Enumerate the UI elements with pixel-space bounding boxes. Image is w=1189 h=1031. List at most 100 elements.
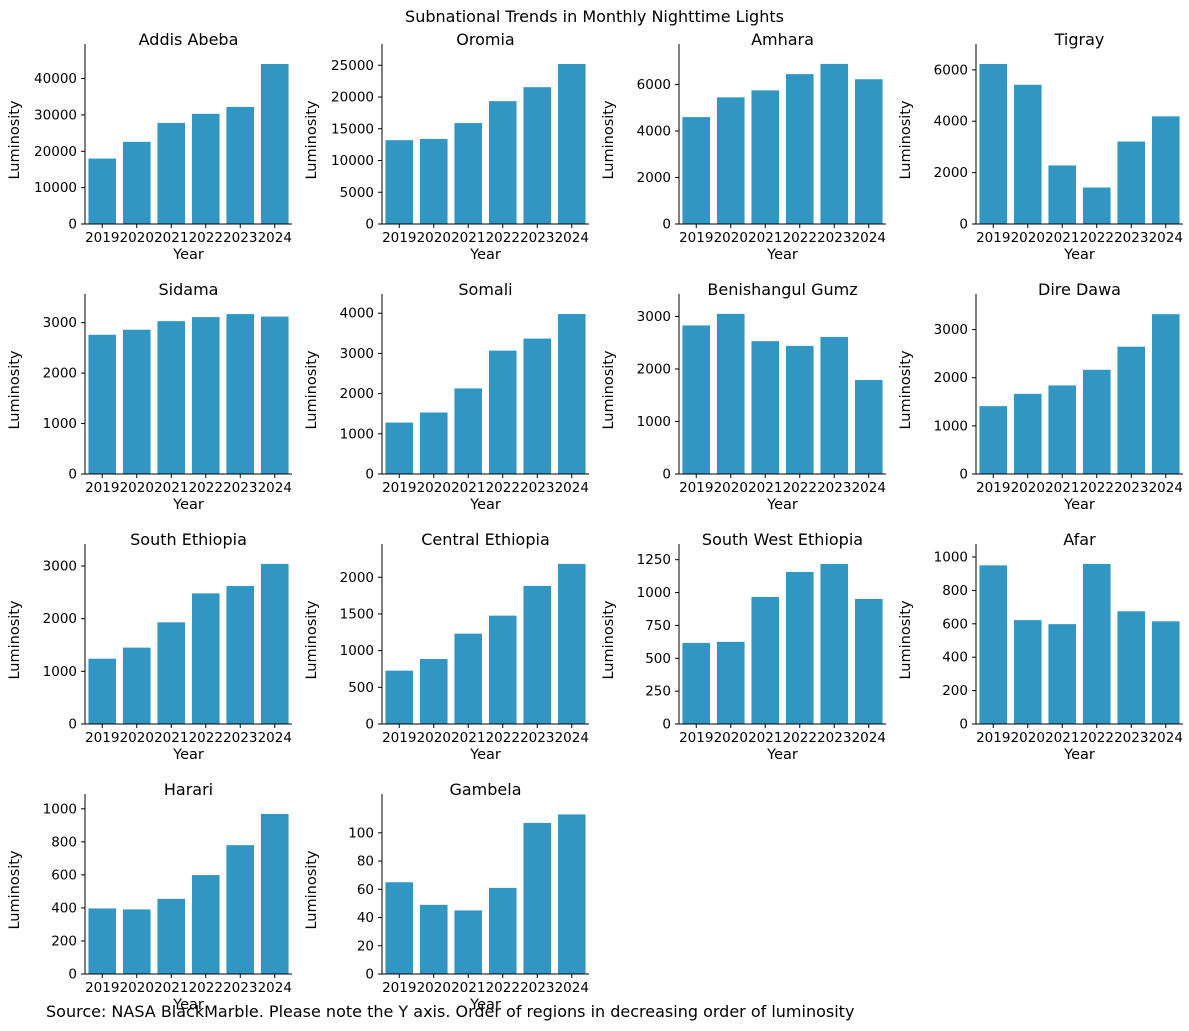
subplot-title: Addis Abeba: [139, 30, 239, 49]
y-tick-label: 1000: [340, 426, 374, 442]
x-tick-label: 2022: [189, 980, 223, 996]
y-tick-label: 0: [365, 217, 374, 233]
x-tick-label: 2023: [520, 230, 554, 246]
bar-2024: [854, 598, 883, 724]
bar-2022: [191, 875, 220, 974]
subplot-title: Sidama: [159, 280, 219, 299]
y-tick-label: 0: [959, 717, 968, 733]
bar-2021: [454, 910, 483, 974]
bar-2023: [226, 106, 255, 224]
bar-2021: [1048, 165, 1077, 224]
y-tick-label: 2000: [43, 611, 77, 627]
chart-benishangul-gumz: 0 1000 2000 3000 2019 2020 2021 2022 2023 2024 Ben…: [601, 280, 886, 513]
x-tick-label: 2023: [817, 730, 851, 746]
chart-dire-dawa: 0 1000 2000 3000 2019 2020 2021 2022 2023 2024 Dir…: [898, 280, 1183, 513]
y-tick-label: 0: [68, 467, 77, 483]
x-tick-label: 2024: [1149, 730, 1183, 746]
bar-2024: [854, 79, 883, 224]
y-tick-label: 2000: [43, 366, 77, 382]
chart-somali: 0 1000 2000 3000 4000 2019 2020 2021 2022 2023 202…: [304, 280, 589, 513]
subplot-sidama: 0 1000 2000 3000 2019 2020 2021 2022 2023 2024 Sid…: [1, 276, 298, 526]
x-tick-label: 2023: [1114, 480, 1148, 496]
y-axis-label: Luminosity: [898, 350, 914, 429]
x-tick-label: 2024: [1149, 480, 1183, 496]
bar-2020: [122, 909, 151, 974]
subplot-addis-abeba: 0 10000 20000 30000 40000 2019 2020 2021 2022 202…: [1, 26, 298, 276]
x-tick-label: 2024: [852, 480, 886, 496]
bar-2022: [488, 350, 517, 474]
x-axis-label: Year: [1063, 747, 1095, 763]
chart-south-ethiopia: 0 1000 2000 3000 2019 2020 2021 2022 2023 2024 Sou…: [7, 530, 292, 763]
x-tick-label: 2021: [451, 480, 485, 496]
chart-amhara: 0 2000 4000 6000 2019 2020 2021 2022 2023 2024 Amh…: [601, 30, 886, 263]
y-tick-label: 2000: [934, 165, 968, 181]
x-tick-label: 2020: [714, 230, 748, 246]
y-tick-label: 20000: [331, 90, 374, 106]
subplot-title: Somali: [458, 280, 512, 299]
y-tick-label: 0: [365, 967, 374, 983]
y-tick-label: 0: [68, 967, 77, 983]
x-axis-label: Year: [172, 247, 204, 263]
chart-south-west-ethiopia: 0 250 500 750 1000 1250 2019 2020 2021 2022 2023 20…: [601, 530, 886, 763]
y-tick-label: 1000: [43, 801, 77, 817]
subplot-title: South Ethiopia: [130, 530, 247, 549]
chart-sidama: 0 1000 2000 3000 2019 2020 2021 2022 2023 2024 Sid…: [7, 280, 292, 513]
bar-2023: [820, 336, 849, 474]
bar-2021: [454, 633, 483, 724]
bar-2024: [260, 563, 289, 724]
y-tick-label: 0: [365, 467, 374, 483]
y-tick-label: 2000: [637, 362, 671, 378]
y-tick-label: 10000: [331, 153, 374, 169]
source-note: Source: NASA BlackMarble. Please note th…: [46, 1002, 855, 1021]
x-tick-label: 2022: [189, 480, 223, 496]
x-tick-label: 2023: [223, 730, 257, 746]
bar-2019: [88, 158, 117, 224]
bar-2022: [785, 74, 814, 224]
y-tick-label: 250: [645, 684, 671, 700]
y-tick-label: 15000: [331, 121, 374, 137]
x-tick-label: 2020: [417, 980, 451, 996]
y-tick-label: 4000: [637, 124, 671, 140]
x-tick-label: 2021: [154, 730, 188, 746]
x-tick-label: 2023: [520, 980, 554, 996]
x-tick-label: 2020: [120, 480, 154, 496]
subplot-title: Benishangul Gumz: [707, 280, 857, 299]
x-tick-label: 2022: [486, 980, 520, 996]
y-tick-label: 4000: [340, 306, 374, 322]
subplot-title: South West Ethiopia: [702, 530, 863, 549]
chart-tigray: 0 2000 4000 6000 2019 2020 2021 2022 2023 2024 Tig…: [898, 30, 1183, 263]
x-tick-label: 2021: [154, 980, 188, 996]
x-tick-label: 2022: [486, 230, 520, 246]
bar-2022: [1082, 564, 1111, 724]
y-tick-label: 3000: [43, 559, 77, 575]
bar-2022: [1082, 369, 1111, 474]
bar-2020: [122, 141, 151, 224]
x-tick-label: 2022: [189, 730, 223, 746]
bar-2024: [557, 64, 586, 224]
y-tick-label: 800: [942, 583, 968, 599]
bar-2021: [454, 123, 483, 224]
subplot-afar: 0 200 400 600 800 1000 2019 2020 2021 2022 2023 202…: [892, 526, 1189, 776]
x-tick-label: 2019: [382, 230, 416, 246]
bar-2019: [88, 334, 117, 474]
x-tick-label: 2019: [679, 480, 713, 496]
y-axis-label: Luminosity: [304, 350, 320, 429]
y-axis-label: Luminosity: [304, 100, 320, 179]
chart-gambela: 0 20 40 60 80 100 2019 2020 2021 2022 2023 2024 Gamb…: [304, 780, 589, 1013]
y-tick-label: 0: [662, 217, 671, 233]
bar-2021: [157, 321, 186, 474]
y-axis-label: Luminosity: [601, 350, 617, 429]
bar-2021: [751, 341, 780, 474]
x-axis-label: Year: [469, 997, 501, 1013]
x-tick-label: 2019: [976, 480, 1010, 496]
x-axis-label: Year: [766, 247, 798, 263]
x-tick-label: 2019: [382, 980, 416, 996]
y-tick-label: 600: [942, 616, 968, 632]
y-tick-label: 2000: [340, 570, 374, 586]
x-tick-label: 2023: [223, 980, 257, 996]
x-tick-label: 2021: [154, 230, 188, 246]
y-tick-label: 1000: [43, 664, 77, 680]
subplot-title: Amhara: [751, 30, 814, 49]
x-axis-label: Year: [1063, 497, 1095, 513]
